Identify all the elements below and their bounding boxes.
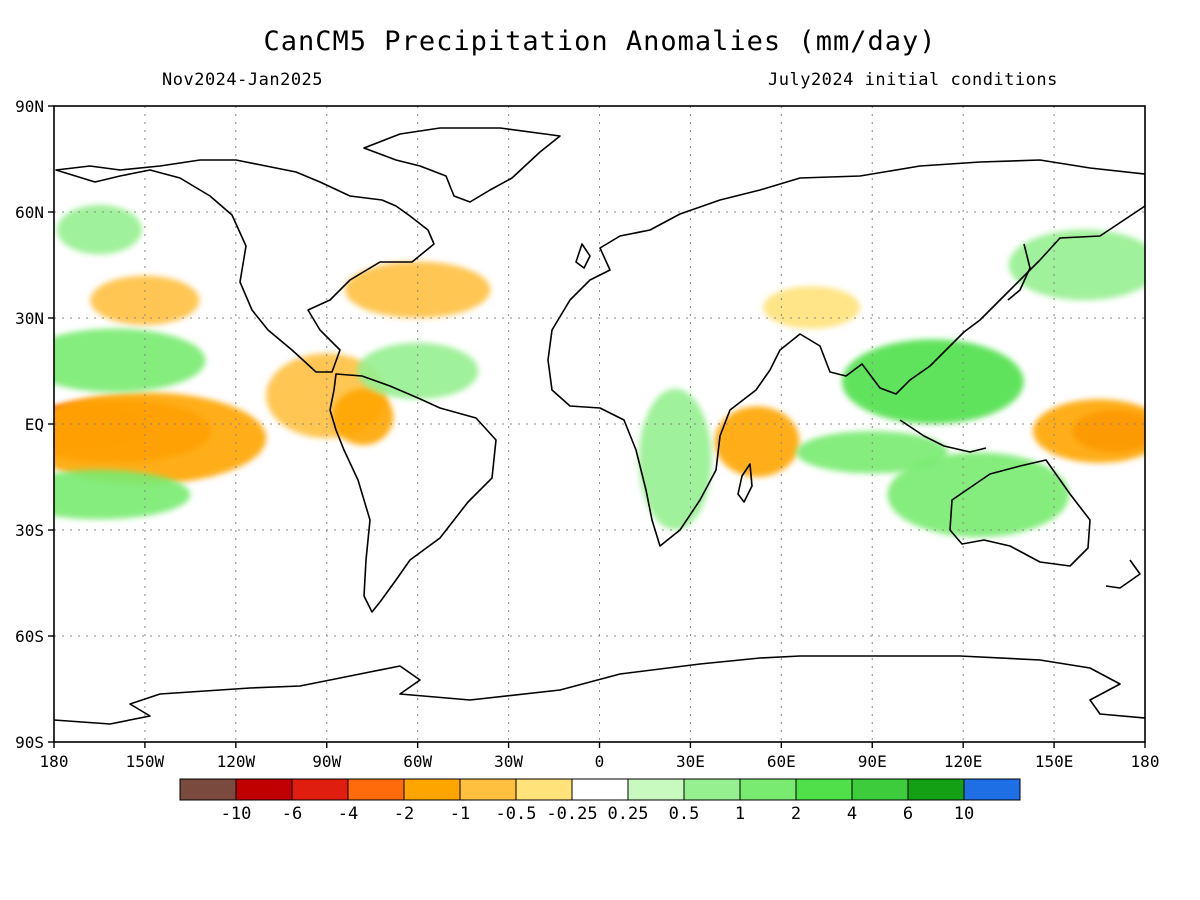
lat-tick-label: 30N [15, 309, 44, 328]
forecast-period: Nov2024-Jan2025 [162, 70, 324, 90]
colorbar-swatch [907, 778, 965, 801]
anomaly-region-3 [90, 275, 200, 326]
colorbar-swatch [403, 778, 461, 801]
map-title: CanCM5 Precipitation Anomalies (mm/day) [263, 26, 937, 57]
coastline-uk [575, 243, 591, 269]
colorbar-label: -4 [338, 804, 358, 824]
coastline-madagascar [737, 463, 753, 503]
lon-tick-label: 60W [403, 752, 432, 771]
coastline-south-america [329, 373, 497, 613]
anomaly-region-15 [887, 452, 1070, 538]
lon-tick-label: 60E [767, 752, 796, 771]
colorbar-swatch [291, 778, 349, 801]
coastline-antarctica [54, 655, 1145, 725]
colorbar-label: 6 [903, 804, 913, 824]
latitude-axis: 90N 60N 30N EQ 30S 60S 90S [15, 97, 54, 752]
coastline-australia [949, 459, 1091, 567]
lon-tick-label: 150E [1035, 752, 1074, 771]
lat-tick-label: 90N [15, 97, 44, 116]
lon-tick-label: 0 [595, 752, 605, 771]
colorbar-label: -1 [450, 804, 470, 824]
anomaly-region-5 [332, 388, 394, 446]
lat-tick-label: 60S [15, 627, 44, 646]
colorbar-label: -6 [282, 804, 302, 824]
lon-tick-label: 30W [494, 752, 523, 771]
lat-tick-label: 90S [15, 733, 44, 752]
colorbar-swatch [515, 778, 573, 801]
colorbar-swatch [851, 778, 909, 801]
lat-tick-label: 60N [15, 203, 44, 222]
lon-tick-label: 120E [944, 752, 983, 771]
anomaly-region-11 [54, 328, 206, 393]
colorbar-label: -10 [221, 804, 252, 824]
coastlines [54, 127, 1145, 725]
anomaly-region-10 [1032, 399, 1145, 463]
colorbar-label: 10 [954, 804, 974, 824]
colorbar: -10 -6 -4 -2 -1 -0.5 -0.25 0.25 0.5 1 2 4 6 10 [179, 778, 1021, 824]
colorbar-label: 0.5 [669, 804, 700, 824]
lat-tick-label: EQ [25, 415, 44, 434]
anomaly-region-18 [1008, 229, 1145, 301]
coastline-north-america [55, 159, 435, 373]
colorbar-swatch [571, 778, 629, 801]
anomaly-region-2 [54, 392, 267, 485]
coastline-japan [1007, 243, 1031, 301]
colorbar-swatch [627, 778, 685, 801]
colorbar-swatch [347, 778, 405, 801]
colorbar-swatch [459, 778, 517, 801]
colorbar-label: -0.25 [546, 804, 597, 824]
graticule [54, 106, 1145, 742]
colorbar-label: -2 [394, 804, 414, 824]
colorbar-label: 2 [791, 804, 801, 824]
colorbar-label: 4 [847, 804, 857, 824]
anomaly-region-6 [344, 261, 491, 318]
anomaly-region-12 [54, 469, 191, 520]
colorbar-swatch [963, 778, 1021, 801]
lon-tick-label: 180 [1131, 752, 1160, 771]
coastline-new-zealand [1105, 559, 1141, 589]
anomaly-region-16 [638, 388, 712, 530]
anomaly-fields [54, 204, 1145, 538]
colorbar-swatch [795, 778, 853, 801]
colorbar-label: -0.5 [496, 804, 537, 824]
lon-tick-label: 180 [40, 752, 69, 771]
coastline-indonesia [899, 419, 987, 453]
coastline-africa-eurasia [547, 159, 1145, 547]
colorbar-label: 1 [735, 804, 745, 824]
lon-tick-label: 150W [126, 752, 165, 771]
colorbar-swatch [739, 778, 797, 801]
lat-tick-label: 30S [15, 521, 44, 540]
lon-tick-label: 30E [676, 752, 705, 771]
anomaly-region-19 [57, 204, 142, 255]
lon-tick-label: 90W [312, 752, 341, 771]
lon-tick-label: 90E [858, 752, 887, 771]
colorbar-label: 0.25 [608, 804, 649, 824]
anomaly-region-14 [841, 339, 1024, 424]
anomaly-region-8 [763, 286, 861, 329]
colorbar-swatch [235, 778, 293, 801]
anomaly-region-17 [796, 431, 949, 474]
lon-tick-label: 120W [217, 752, 256, 771]
initial-conditions: July2024 initial conditions [768, 70, 1058, 90]
coastline-greenland [363, 127, 561, 203]
colorbar-swatch [179, 778, 237, 801]
longitude-axis: 180 150W 120W 90W 60W 30W 0 30E 60E 90E 120E 150E 18… [40, 742, 1160, 771]
colorbar-swatch [683, 778, 741, 801]
